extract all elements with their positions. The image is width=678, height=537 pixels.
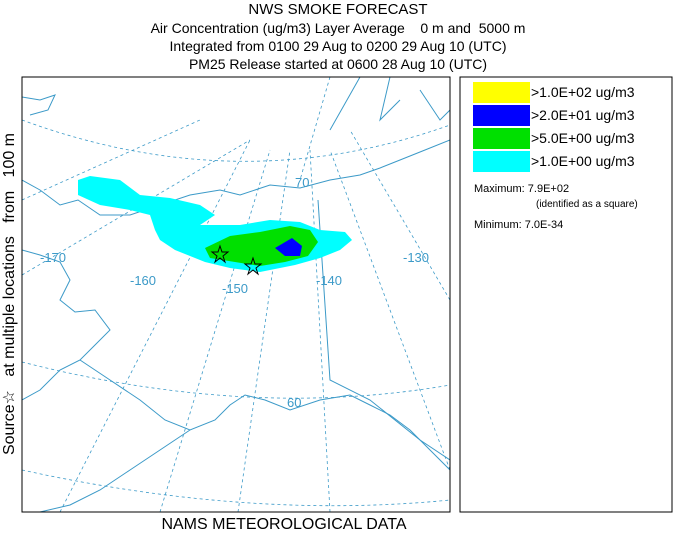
legend-label: >1.0E+02 ug/m3 <box>531 84 635 100</box>
longitude-label: -160 <box>130 273 156 288</box>
legend-swatch <box>473 151 530 172</box>
maximum: Maximum: 7.9E+02 <box>474 183 569 195</box>
latitude-label: 60 <box>287 395 301 410</box>
legend-swatch <box>473 82 530 103</box>
latitude-label: 70 <box>295 175 309 190</box>
legend-swatch <box>473 128 530 149</box>
subtitle: PM25 Release started at 0600 28 Aug 10 (… <box>189 56 487 72</box>
coastline <box>39 429 191 512</box>
graticule <box>309 149 331 512</box>
title: NWS SMOKE FORECAST <box>248 1 427 18</box>
longitude-label: -150 <box>222 281 248 296</box>
legend-label: >5.0E+00 ug/m3 <box>531 130 635 146</box>
coastline <box>22 94 450 216</box>
legend: >1.0E+02 ug/m3 >2.0E+01 ug/m3 >5.0E+00 ug/… <box>473 82 635 172</box>
graticule <box>22 469 450 507</box>
legend-label: >2.0E+01 ug/m3 <box>531 107 635 123</box>
graticule <box>237 149 291 512</box>
minimum: Minimum: 7.0E-34 <box>474 219 563 231</box>
coastline <box>22 249 111 401</box>
plume-level-3 <box>275 238 302 256</box>
side-label: Source☆ at multiple locations from 100 m <box>1 133 18 455</box>
longitude-label: -130 <box>403 250 429 265</box>
maximum-note: (identified as a square) <box>536 199 638 210</box>
coastline <box>329 77 450 131</box>
graticule <box>349 129 450 301</box>
subtitle: Air Concentration (ug/m3) Layer Average … <box>151 20 526 36</box>
source-markers <box>210 244 263 276</box>
subtitle: Integrated from 0100 29 Aug to 0200 29 A… <box>170 38 507 54</box>
graticule <box>329 149 450 471</box>
legend-swatch <box>473 105 530 126</box>
footer: NAMS METEOROLOGICAL DATA <box>161 516 406 532</box>
legend-label: >1.0E+00 ug/m3 <box>531 153 635 169</box>
legend-frame <box>459 76 673 513</box>
graticule <box>22 119 450 162</box>
graticule <box>59 139 251 512</box>
map: -170 -160 -150 -140 -130 70 60 <box>21 76 451 513</box>
graticule <box>22 119 201 201</box>
longitude-label: -170 <box>40 250 66 265</box>
border <box>317 199 450 461</box>
coastline <box>79 359 450 471</box>
longitude-label: -140 <box>316 273 342 288</box>
map-frame <box>21 76 451 513</box>
